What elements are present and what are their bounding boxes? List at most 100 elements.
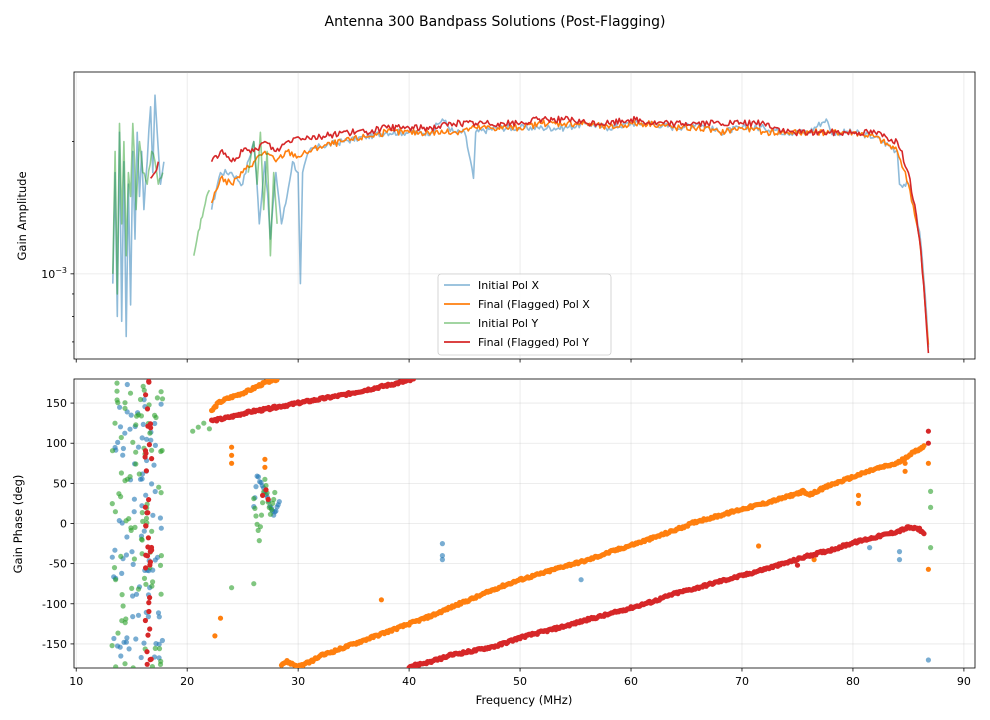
phase-point-initial_x	[273, 508, 279, 514]
phase-point-initial_y	[141, 575, 148, 582]
phase-point-final_y	[144, 649, 150, 655]
phase-point-initial_y	[130, 439, 136, 445]
chart-title: Antenna 300 Bandpass Solutions (Post-Fla…	[325, 14, 666, 30]
phase-point-initial_y	[195, 424, 201, 430]
phase-point-final_x	[262, 456, 268, 462]
amplitude-line-initial_y	[112, 122, 164, 295]
amplitude-x-tickmarks	[75, 359, 965, 363]
phase-point-initial_y	[114, 380, 120, 386]
phase-point-initial_y	[157, 661, 164, 668]
phase-y-axis-label: Gain Phase (deg)	[11, 475, 25, 574]
phase-point-initial_y	[253, 513, 259, 519]
phase-y-tick-label: 100	[46, 437, 67, 450]
x-tick-label: 90	[957, 675, 971, 688]
phase-point-initial_x	[135, 444, 142, 450]
legend-label-initial_y: Initial Pol Y	[478, 317, 538, 330]
phase-point-initial_y	[156, 484, 162, 490]
phase-point-initial_y	[152, 645, 158, 652]
phase-point-initial_y	[158, 553, 164, 559]
phase-point-initial_y	[119, 592, 125, 598]
phase-point-initial_x	[156, 641, 162, 647]
phase-point-initial_y	[156, 646, 163, 652]
phase-point-initial_x	[121, 639, 127, 645]
phase-point-initial_x	[439, 553, 445, 559]
phase-point-final_y	[925, 440, 932, 446]
phase-point-initial_x	[141, 640, 147, 646]
phase-point-final_y	[143, 468, 149, 474]
phase-point-final_y	[147, 421, 154, 427]
phase-point-initial_y	[251, 581, 257, 587]
phase-point-initial_y	[133, 449, 139, 455]
x-tick-label: 40	[402, 675, 416, 688]
phase-point-final_y	[143, 392, 149, 398]
phase-point-initial_y	[149, 664, 155, 668]
phase-point-initial_y	[124, 476, 130, 482]
phase-point-initial_x	[150, 512, 156, 518]
phase-point-initial_y	[271, 496, 277, 503]
phase-y-tick-label: -150	[42, 638, 67, 651]
phase-point-initial_y	[260, 500, 266, 506]
phase-point-initial_y	[149, 583, 155, 589]
legend-label-initial_x: Initial Pol X	[478, 279, 539, 292]
phase-point-initial_y	[122, 405, 128, 411]
phase-point-initial_x	[129, 549, 135, 555]
phase-series-final_x	[209, 379, 932, 668]
phase-point-initial_x	[578, 577, 584, 583]
amplitude-series-initial_y	[112, 122, 278, 295]
phase-point-initial_y	[112, 420, 118, 426]
x-tick-label: 10	[69, 675, 83, 688]
phase-point-initial_y	[158, 591, 164, 597]
phase-point-initial_y	[257, 524, 263, 530]
phase-point-initial_x	[116, 518, 122, 524]
phase-point-initial_x	[439, 541, 445, 547]
x-tick-label: 60	[624, 675, 638, 688]
phase-point-initial_x	[135, 612, 142, 618]
phase-point-final_x	[855, 500, 862, 506]
phase-point-initial_y	[127, 390, 134, 396]
phase-point-final_y	[145, 544, 151, 550]
phase-point-initial_x	[117, 404, 123, 410]
amplitude-line-initial_y	[247, 131, 278, 257]
phase-point-initial_y	[159, 396, 166, 402]
phase-point-initial_x	[159, 637, 165, 644]
legend-box	[437, 273, 612, 356]
phase-point-initial_y	[141, 387, 147, 393]
phase-series	[109, 379, 934, 668]
phase-point-initial_y	[131, 556, 137, 562]
x-tick-label: 80	[846, 675, 860, 688]
phase-point-initial_y	[149, 528, 155, 534]
phase-point-final_x	[902, 460, 908, 466]
phase-point-initial_x	[137, 476, 144, 482]
phase-point-final_y	[146, 600, 152, 606]
phase-point-initial_x	[128, 412, 134, 418]
phase-point-initial_y	[140, 383, 146, 389]
phase-point-final_y	[143, 565, 149, 571]
phase-point-initial_x	[130, 561, 136, 568]
phase-point-initial_x	[111, 635, 117, 642]
phase-y-tick-label: 150	[46, 397, 67, 410]
phase-point-initial_x	[276, 499, 282, 505]
phase-point-initial_y	[270, 500, 276, 506]
phase-point-initial_y	[251, 496, 257, 502]
phase-point-final_y	[410, 379, 417, 382]
phase-point-initial_x	[114, 643, 121, 649]
phase-point-initial_y	[256, 538, 262, 544]
phase-point-initial_y	[129, 585, 135, 592]
phase-point-final_y	[143, 450, 149, 456]
phase-point-initial_x	[144, 436, 150, 442]
legend-label-final_y: Final (Flagged) Pol Y	[478, 336, 589, 349]
phase-point-final_y	[145, 535, 151, 541]
phase-point-initial_y	[109, 501, 115, 507]
phase-point-final_y	[144, 510, 150, 516]
phase-point-initial_x	[127, 426, 133, 432]
phase-point-initial_y	[118, 434, 124, 441]
phase-point-initial_y	[206, 426, 212, 432]
phase-point-initial_y	[118, 553, 124, 560]
phase-point-initial_y	[137, 396, 144, 403]
phase-point-initial_y	[146, 402, 152, 408]
phase-point-initial_y	[113, 577, 119, 583]
phase-point-final_y	[146, 497, 152, 503]
phase-point-final_y	[144, 661, 150, 667]
phase-point-final_y	[925, 428, 932, 434]
phase-point-initial_x	[157, 515, 163, 521]
